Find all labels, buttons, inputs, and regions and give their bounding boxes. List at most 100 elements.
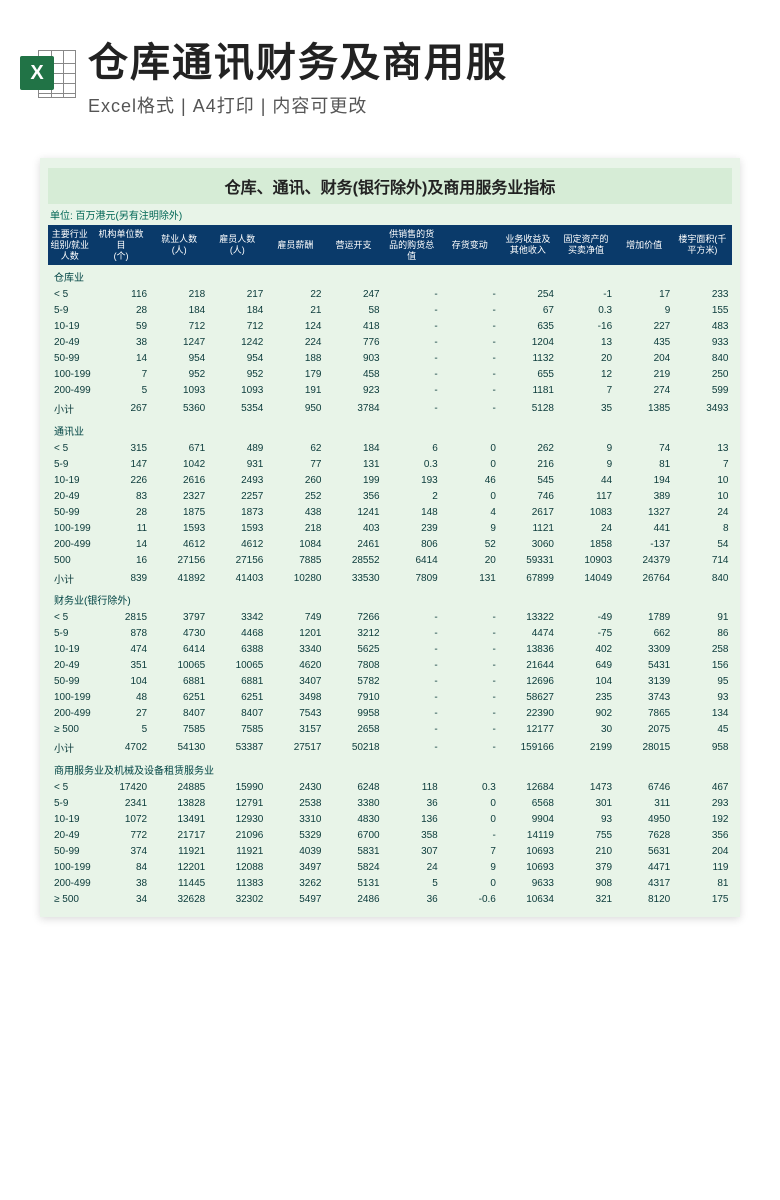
data-cell: 2257 [208, 488, 266, 504]
data-cell: 210 [557, 843, 615, 859]
row-label: 100-199 [48, 520, 92, 536]
data-cell: 6388 [208, 642, 266, 658]
data-cell: 903 [325, 351, 383, 367]
data-cell: 38 [92, 875, 150, 891]
data-cell: 2658 [325, 722, 383, 738]
data-cell: 27156 [150, 552, 208, 568]
data-cell: 2815 [92, 610, 150, 626]
data-cell: 0 [441, 440, 499, 456]
data-cell: 148 [383, 504, 441, 520]
page-subtitle: Excel格式 | A4打印 | 内容可更改 [88, 92, 760, 118]
excel-icon: X [20, 46, 76, 102]
row-label: 200-499 [48, 875, 92, 891]
table-row: 50-9937411921119214039583130771069321056… [48, 843, 732, 859]
table-row: 10-1959712712124418--635-16227483 [48, 319, 732, 335]
data-cell: 179 [266, 367, 324, 383]
row-label: 5-9 [48, 626, 92, 642]
data-cell: - [383, 335, 441, 351]
data-cell: 184 [325, 440, 383, 456]
data-cell: 840 [673, 351, 731, 367]
data-cell: 3342 [208, 610, 266, 626]
data-cell: 218 [150, 287, 208, 303]
data-cell: - [441, 319, 499, 335]
column-header: 主要行业组别/就业人数 [48, 225, 92, 265]
data-cell: 216 [499, 456, 557, 472]
data-cell: 2617 [499, 504, 557, 520]
data-cell: 2341 [92, 795, 150, 811]
data-cell: 950 [266, 399, 324, 419]
data-cell: 104 [92, 674, 150, 690]
column-header: 业务收益及其他收入 [499, 225, 557, 265]
page-header: X 仓库通讯财务及商用服 Excel格式 | A4打印 | 内容可更改 [0, 0, 780, 128]
data-cell: 1385 [615, 399, 673, 419]
data-cell: 4612 [150, 536, 208, 552]
data-cell: 224 [266, 335, 324, 351]
data-cell: 6248 [325, 779, 383, 795]
data-cell: 22 [266, 287, 324, 303]
data-cell: 27 [92, 706, 150, 722]
data-cell: 175 [673, 891, 731, 907]
table-row: 200-4991446124612108424618065230601858-1… [48, 536, 732, 552]
data-cell: - [441, 351, 499, 367]
data-cell: -16 [557, 319, 615, 335]
data-cell: 74 [615, 440, 673, 456]
data-cell: 131 [441, 568, 499, 588]
row-label: 20-49 [48, 488, 92, 504]
data-cell: - [441, 610, 499, 626]
data-cell: 67899 [499, 568, 557, 588]
table-row: 10-1910721349112930331048301360990493495… [48, 811, 732, 827]
data-cell: 95 [673, 674, 731, 690]
data-cell: 418 [325, 319, 383, 335]
column-header: 营运开支 [325, 225, 383, 265]
data-cell: - [441, 287, 499, 303]
data-cell: 1247 [150, 335, 208, 351]
data-cell: 293 [673, 795, 731, 811]
table-row: 200-499278407840775439958--2239090278651… [48, 706, 732, 722]
data-cell: 5625 [325, 642, 383, 658]
table-row: ≥ 5003432628323025497248636-0.6106343218… [48, 891, 732, 907]
row-label: 10-19 [48, 472, 92, 488]
data-cell: 1181 [499, 383, 557, 399]
data-cell: - [383, 610, 441, 626]
data-cell: 10280 [266, 568, 324, 588]
table-row: 小计470254130533872751750218--159166219928… [48, 738, 732, 758]
data-cell: 840 [673, 568, 731, 588]
data-cell: - [441, 738, 499, 758]
data-cell: 1093 [150, 383, 208, 399]
data-cell: 1473 [557, 779, 615, 795]
data-cell: 5329 [266, 827, 324, 843]
data-cell: 6251 [208, 690, 266, 706]
data-cell: 104 [557, 674, 615, 690]
data-cell: 311 [615, 795, 673, 811]
unit-note: 单位: 百万港元(另有注明除外) [48, 204, 732, 225]
data-cell: 20 [441, 552, 499, 568]
data-cell: 7885 [266, 552, 324, 568]
data-cell: 14119 [499, 827, 557, 843]
data-cell: 4471 [615, 859, 673, 875]
data-cell: 46 [441, 472, 499, 488]
data-cell: 14 [92, 351, 150, 367]
data-cell: - [383, 690, 441, 706]
table-row: 10-1922626162493260199193465454419410 [48, 472, 732, 488]
row-label: ≥ 500 [48, 722, 92, 738]
data-cell: 3498 [266, 690, 324, 706]
data-cell: 878 [92, 626, 150, 642]
data-cell: 1858 [557, 536, 615, 552]
data-cell: 1242 [208, 335, 266, 351]
data-cell: 54 [673, 536, 731, 552]
data-cell: - [441, 383, 499, 399]
data-cell: 7 [557, 383, 615, 399]
data-cell: 315 [92, 440, 150, 456]
table-row: 100-199841220112088349758242491069337944… [48, 859, 732, 875]
data-cell: 958 [673, 738, 731, 758]
data-cell: 199 [325, 472, 383, 488]
data-cell: 0 [441, 811, 499, 827]
data-cell: 0 [441, 875, 499, 891]
row-label: < 5 [48, 779, 92, 795]
data-cell: 2199 [557, 738, 615, 758]
data-cell: 483 [673, 319, 731, 335]
column-header: 供销售的货品的购货总值 [383, 225, 441, 265]
data-cell: 3139 [615, 674, 673, 690]
row-label: 50-99 [48, 843, 92, 859]
data-cell: 2 [383, 488, 441, 504]
